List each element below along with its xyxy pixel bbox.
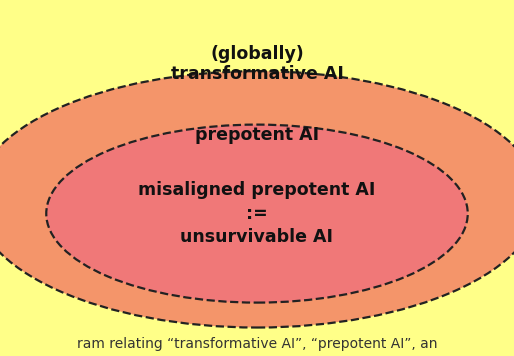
- Text: (globally)
transformative AI: (globally) transformative AI: [171, 45, 343, 83]
- Text: prepotent AI: prepotent AI: [195, 126, 319, 144]
- Ellipse shape: [46, 125, 468, 303]
- Ellipse shape: [0, 71, 514, 328]
- Text: ram relating “transformative AI”, “prepotent AI”, an: ram relating “transformative AI”, “prepo…: [77, 336, 437, 351]
- Text: misaligned prepotent AI
:=
unsurvivable AI: misaligned prepotent AI := unsurvivable …: [138, 181, 376, 246]
